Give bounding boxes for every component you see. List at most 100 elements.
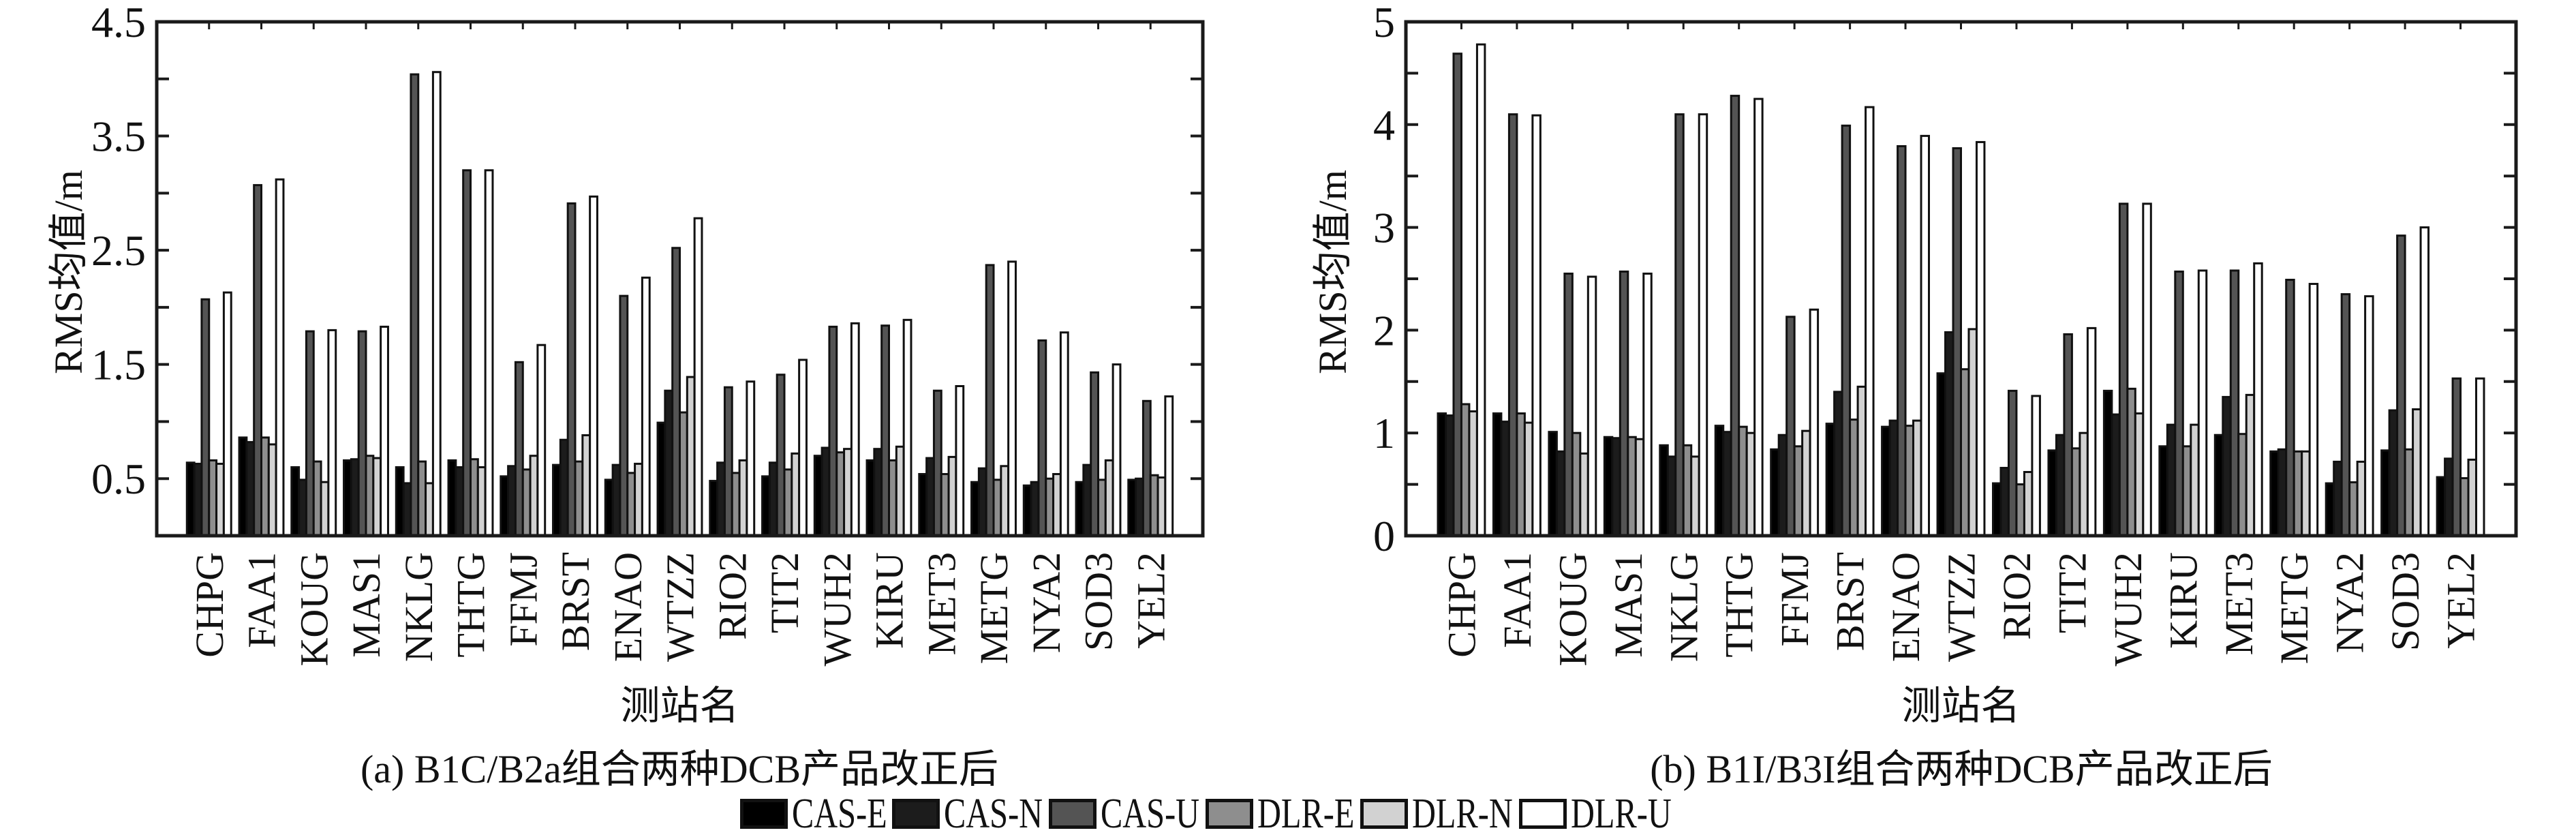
bar-b-enao-cas-e <box>1881 425 1891 537</box>
bar-a-kiru-dlr-u <box>902 318 913 537</box>
bar-b-metg-dlr-u <box>2308 283 2319 537</box>
bar-a-wtzz-cas-n <box>664 389 674 537</box>
x-tick-label-yel2: YEL2 <box>2439 552 2483 649</box>
x-tick-label-wtzz: WTZZ <box>1939 552 1984 662</box>
bar-a-ffmj-cas-u <box>514 361 524 537</box>
bar-b-wtzz-cas-u <box>1952 147 1963 537</box>
bar-a-thtg-dlr-e <box>470 458 479 537</box>
bar-b-koug-dlr-e <box>1571 431 1582 537</box>
bar-a-metg-dlr-e <box>992 478 1002 537</box>
bar-a-sod3-dlr-n <box>1104 459 1114 537</box>
bar-a-enao-cas-e <box>604 478 614 537</box>
bar-b-wtzz-dlr-e <box>1960 368 1970 537</box>
bar-a-mas1-cas-u <box>357 330 367 537</box>
bar-b-ffmj-cas-u <box>1785 316 1796 537</box>
bar-b-tit2-cas-n <box>2055 433 2066 537</box>
bar-b-tit2-cas-u <box>2063 333 2073 537</box>
bar-a-nklg-cas-n <box>402 482 412 537</box>
legend-swatch <box>1519 799 1567 829</box>
bar-a-kiru-cas-e <box>865 459 876 537</box>
bar-a-enao-dlr-u <box>641 276 651 537</box>
y-tick-label: 1 <box>1373 409 1395 457</box>
bar-b-sod3-dlr-n <box>2412 408 2422 537</box>
bar-b-rio2-dlr-e <box>2015 483 2025 537</box>
bar-a-enao-cas-n <box>611 463 622 537</box>
chart-b-bars <box>1437 43 2485 537</box>
bar-b-tit2-dlr-e <box>2070 447 2081 537</box>
bar-a-wtzz-dlr-n <box>686 376 696 537</box>
bar-a-rio2-dlr-e <box>731 472 741 537</box>
bar-a-nklg-dlr-u <box>431 71 442 537</box>
bar-b-enao-cas-u <box>1897 144 1907 537</box>
bar-b-brst-dlr-e <box>1849 418 1859 537</box>
bar-a-nya2-dlr-n <box>1052 473 1062 537</box>
legend-label: CAS-E <box>792 791 887 837</box>
bar-b-yel2-cas-n <box>2444 457 2454 537</box>
bar-a-rio2-cas-e <box>709 480 719 537</box>
bar-b-nklg-cas-n <box>1666 455 1677 537</box>
bar-b-nya2-dlr-e <box>2348 481 2359 537</box>
x-tick-label-metg: METG <box>972 552 1016 664</box>
bar-b-faa1-dlr-u <box>1531 114 1542 537</box>
bar-b-brst-dlr-n <box>1856 385 1867 537</box>
x-tick-label-mas1: MAS1 <box>1606 552 1651 658</box>
bar-a-ffmj-dlr-n <box>529 455 539 537</box>
bar-a-metg-cas-n <box>977 467 987 537</box>
x-tick-label-nya2: NYA2 <box>1024 552 1069 653</box>
x-tick-label-rio2: RIO2 <box>1995 552 2039 640</box>
y-tick-label: 0.5 <box>91 455 146 503</box>
bar-b-mas1-cas-e <box>1603 436 1614 537</box>
x-tick-label-sod3: SOD3 <box>2383 552 2427 651</box>
x-tick-label-brst: BRST <box>553 552 598 651</box>
bar-b-nya2-dlr-n <box>2356 460 2367 537</box>
chart-a-title: (a) B1C/B2a组合两种DCB产品改正后 <box>361 747 998 791</box>
bar-b-thtg-cas-e <box>1714 425 1725 537</box>
bar-a-yel2-cas-n <box>1135 477 1144 537</box>
bar-b-yel2-cas-e <box>2436 476 2447 537</box>
bar-b-enao-dlr-e <box>1904 425 1915 537</box>
y-tick-label: 3 <box>1373 204 1395 252</box>
y-tick-label: 1.5 <box>91 341 146 389</box>
bar-a-tit2-cas-u <box>776 374 786 537</box>
legend-item-dlr-e: DLR-E <box>1206 791 1355 837</box>
bar-a-yel2-cas-e <box>1127 478 1137 537</box>
y-tick-label: 2.5 <box>91 226 146 275</box>
bar-a-nya2-cas-u <box>1037 339 1047 537</box>
x-tick-label-wuh2: WUH2 <box>2106 552 2150 667</box>
legend-item-cas-e: CAS-E <box>740 791 887 837</box>
bar-a-brst-cas-e <box>552 463 562 537</box>
x-tick-label-wuh2: WUH2 <box>815 552 859 667</box>
legend-label: DLR-U <box>1571 791 1672 837</box>
x-tick-label-nklg: NKLG <box>397 552 441 662</box>
legend-item-dlr-u: DLR-U <box>1519 791 1672 837</box>
bar-a-met3-dlr-n <box>947 455 957 537</box>
bar-a-brst-dlr-u <box>589 195 598 537</box>
bar-b-sod3-dlr-u <box>2419 226 2430 537</box>
bar-b-met3-cas-e <box>2213 433 2224 537</box>
bar-b-brst-cas-e <box>1825 423 1836 537</box>
bar-a-met3-cas-e <box>918 473 928 537</box>
bar-b-thtg-dlr-e <box>1738 425 1748 537</box>
bar-a-brst-dlr-e <box>574 460 584 537</box>
legend-item-cas-n: CAS-N <box>892 793 1043 835</box>
bar-b-enao-dlr-n <box>1912 419 1922 537</box>
bar-b-mas1-cas-n <box>1611 437 1621 537</box>
bar-a-metg-cas-e <box>970 481 980 537</box>
y-tick-label: 5 <box>1373 0 1395 46</box>
bar-a-wtzz-cas-e <box>656 421 666 537</box>
bar-a-chpg-dlr-e <box>208 459 218 537</box>
bar-b-ffmj-cas-e <box>1770 448 1780 537</box>
bar-b-ffmj-dlr-n <box>1801 429 1811 537</box>
bar-b-metg-cas-e <box>2269 450 2280 537</box>
bar-b-met3-dlr-u <box>2253 262 2263 537</box>
bar-a-thtg-dlr-n <box>476 466 487 537</box>
y-tick-label: 4.5 <box>91 0 146 46</box>
bar-a-ffmj-dlr-u <box>536 344 547 537</box>
bar-b-faa1-dlr-e <box>1516 412 1526 537</box>
bar-b-kiru-dlr-e <box>2181 445 2192 537</box>
legend-swatch <box>1360 799 1408 829</box>
bar-a-mas1-cas-e <box>343 459 352 537</box>
x-tick-label-faa1: FAA1 <box>1495 552 1539 648</box>
bar-b-sod3-cas-e <box>2380 449 2391 537</box>
legend-label: DLR-E <box>1257 791 1355 837</box>
